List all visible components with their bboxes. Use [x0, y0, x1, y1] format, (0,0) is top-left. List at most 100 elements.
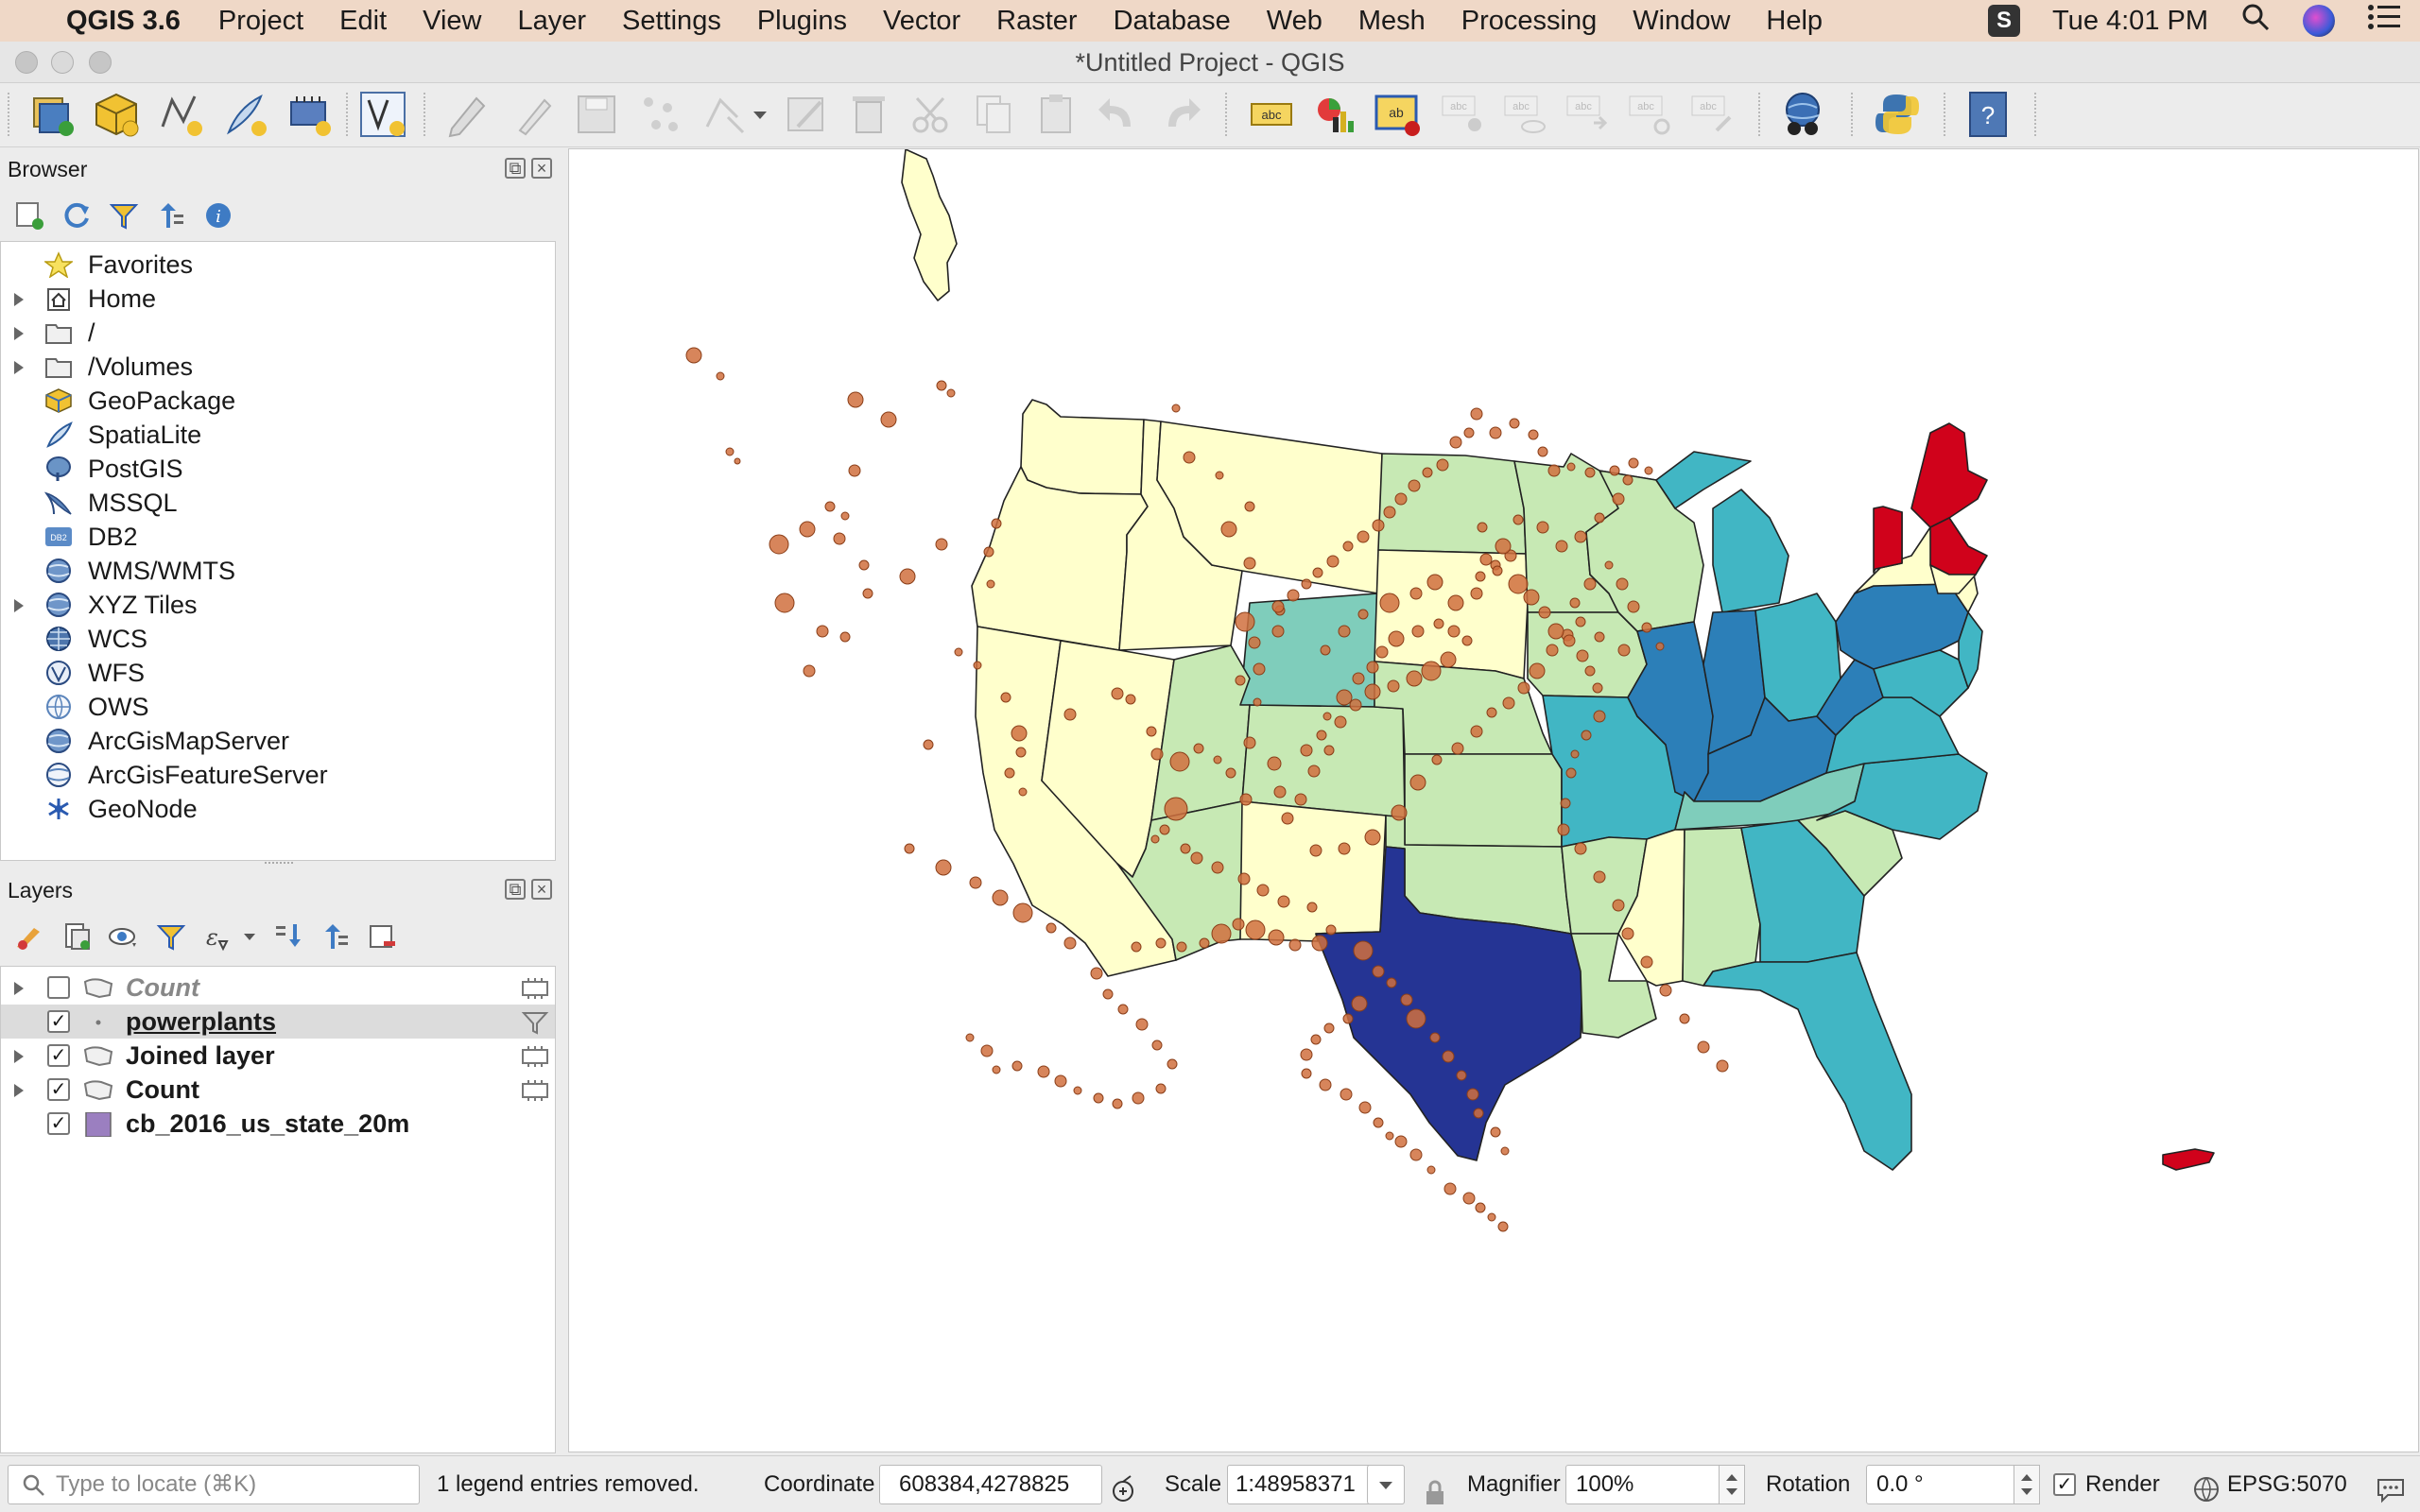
- layer-visibility-checkbox[interactable]: ✓: [47, 1078, 70, 1101]
- locator-search-input[interactable]: Type to locate (⌘K): [8, 1465, 420, 1504]
- chevron-down-icon[interactable]: [242, 920, 257, 953]
- refresh-icon[interactable]: [60, 199, 93, 232]
- browser-item-wfs[interactable]: WFS: [1, 656, 555, 690]
- new-virtual-layer-icon[interactable]: [357, 89, 408, 140]
- rotation-spinner[interactable]: [2014, 1465, 2040, 1504]
- close-panel-icon[interactable]: ×: [531, 879, 552, 900]
- menu-project[interactable]: Project: [217, 5, 304, 36]
- layer-labeling-options-icon[interactable]: ab: [1373, 89, 1424, 140]
- browser-item-geonode[interactable]: GeoNode: [1, 792, 555, 826]
- browser-item-root[interactable]: /: [1, 316, 555, 350]
- change-label-icon[interactable]: abc: [1686, 89, 1737, 140]
- embedded-widget-icon[interactable]: [521, 1077, 549, 1102]
- pin-labels-icon[interactable]: abc: [1437, 89, 1488, 140]
- notification-center-icon[interactable]: [2367, 3, 2401, 39]
- scrivener-icon[interactable]: S: [1988, 5, 2021, 37]
- remove-layer-icon[interactable]: [367, 920, 399, 953]
- chevron-down-icon[interactable]: [751, 89, 769, 140]
- manage-map-themes-icon[interactable]: [108, 920, 140, 953]
- menu-vector[interactable]: Vector: [882, 5, 961, 36]
- float-panel-icon[interactable]: ⧉: [505, 879, 526, 900]
- expand-arrow-icon[interactable]: [14, 361, 24, 374]
- toolbar-grip[interactable]: [2034, 93, 2040, 136]
- menu-database[interactable]: Database: [1113, 5, 1231, 36]
- crs-button[interactable]: EPSG:5070: [2227, 1471, 2347, 1497]
- browser-item-xyz-tiles[interactable]: XYZ Tiles: [1, 588, 555, 622]
- menu-raster[interactable]: Raster: [996, 5, 1078, 36]
- menu-settings[interactable]: Settings: [622, 5, 721, 36]
- labeling-icon[interactable]: abc: [1246, 89, 1297, 140]
- new-geopackage-icon[interactable]: [91, 89, 142, 140]
- menu-plugins[interactable]: Plugins: [756, 5, 847, 36]
- filter-legend-icon[interactable]: [155, 920, 187, 953]
- close-window-button[interactable]: [15, 51, 38, 74]
- redo-icon[interactable]: [1155, 89, 1206, 140]
- add-group-icon[interactable]: [60, 920, 93, 953]
- browser-item-geopackage[interactable]: GeoPackage: [1, 384, 555, 418]
- layer-visibility-checkbox[interactable]: ✓: [47, 1010, 70, 1033]
- expand-arrow-icon[interactable]: [14, 1050, 24, 1063]
- delete-selected-icon[interactable]: [843, 89, 894, 140]
- browser-item-arcgis-feature-server[interactable]: ArcGisFeatureServer: [1, 758, 555, 792]
- lock-scale-icon[interactable]: [1424, 1471, 1446, 1504]
- toolbar-grip[interactable]: [8, 93, 13, 136]
- siri-icon[interactable]: [2303, 5, 2335, 37]
- browser-item-db2[interactable]: DB2 DB2: [1, 520, 555, 554]
- layer-row-count-unchecked[interactable]: Count: [1, 971, 555, 1005]
- filter-icon[interactable]: [521, 1009, 549, 1035]
- embedded-widget-icon[interactable]: [521, 1043, 549, 1068]
- menu-layer[interactable]: Layer: [517, 5, 587, 36]
- layer-row-powerplants[interactable]: ✓ powerplants: [1, 1005, 555, 1039]
- info-icon[interactable]: i: [202, 199, 234, 232]
- copy-features-icon[interactable]: [968, 89, 1019, 140]
- zoom-window-button[interactable]: [89, 51, 112, 74]
- toggle-editing-icon[interactable]: [441, 89, 492, 140]
- menu-window[interactable]: Window: [1633, 5, 1731, 36]
- undo-icon[interactable]: [1093, 89, 1144, 140]
- new-spatialite-icon[interactable]: [219, 89, 270, 140]
- rotation-field[interactable]: 0.0 °: [1866, 1465, 2029, 1504]
- rotate-label-icon[interactable]: abc: [1624, 89, 1675, 140]
- menu-processing[interactable]: Processing: [1461, 5, 1598, 36]
- layer-row-joined-layer[interactable]: ✓ Joined layer: [1, 1039, 555, 1073]
- filter-browser-icon[interactable]: [108, 199, 140, 232]
- collapse-all-icon[interactable]: [320, 920, 352, 953]
- expand-arrow-icon[interactable]: [14, 327, 24, 340]
- metasearch-icon[interactable]: [1777, 89, 1828, 140]
- spotlight-search-icon[interactable]: [2240, 2, 2271, 40]
- vertex-tool-icon[interactable]: [700, 89, 751, 140]
- magnifier-field[interactable]: 100%: [1565, 1465, 1732, 1504]
- help-contents-icon[interactable]: ?: [1962, 89, 2014, 140]
- expand-arrow-icon[interactable]: [14, 982, 24, 995]
- new-shapefile-icon[interactable]: [155, 89, 206, 140]
- browser-item-ows[interactable]: OWS: [1, 690, 555, 724]
- coordinate-field[interactable]: 608384,4278825: [879, 1465, 1102, 1504]
- menu-mesh[interactable]: Mesh: [1357, 5, 1426, 36]
- close-panel-icon[interactable]: ×: [531, 158, 552, 179]
- paste-features-icon[interactable]: [1030, 89, 1081, 140]
- style-layer-icon[interactable]: [13, 920, 45, 953]
- panel-splitter[interactable]: [265, 862, 293, 866]
- browser-item-postgis[interactable]: PostGIS: [1, 452, 555, 486]
- browser-item-home[interactable]: Home: [1, 282, 555, 316]
- menu-view[interactable]: View: [423, 5, 482, 36]
- layer-visibility-checkbox[interactable]: ✓: [47, 1112, 70, 1135]
- move-label-icon[interactable]: abc: [1562, 89, 1613, 140]
- data-source-manager-icon[interactable]: [26, 89, 78, 140]
- menu-web[interactable]: Web: [1266, 5, 1322, 36]
- clock[interactable]: Tue 4:01 PM: [2052, 5, 2208, 36]
- toggle-extents-icon[interactable]: [1110, 1469, 1140, 1502]
- menu-edit[interactable]: Edit: [339, 5, 388, 36]
- map-canvas[interactable]: [568, 148, 2419, 1452]
- browser-item-favorites[interactable]: Favorites: [1, 248, 555, 282]
- layer-visibility-checkbox[interactable]: [47, 976, 70, 999]
- browser-item-mssql[interactable]: MSSQL: [1, 486, 555, 520]
- layer-row-count[interactable]: ✓ Count: [1, 1073, 555, 1107]
- add-selected-layers-icon[interactable]: [13, 199, 45, 232]
- magnifier-spinner[interactable]: [1719, 1465, 1745, 1504]
- menu-help[interactable]: Help: [1766, 5, 1824, 36]
- crs-globe-icon[interactable]: [2191, 1469, 2221, 1502]
- expand-arrow-icon[interactable]: [14, 599, 24, 612]
- cut-features-icon[interactable]: [906, 89, 957, 140]
- render-checkbox[interactable]: ✓: [2053, 1473, 2076, 1496]
